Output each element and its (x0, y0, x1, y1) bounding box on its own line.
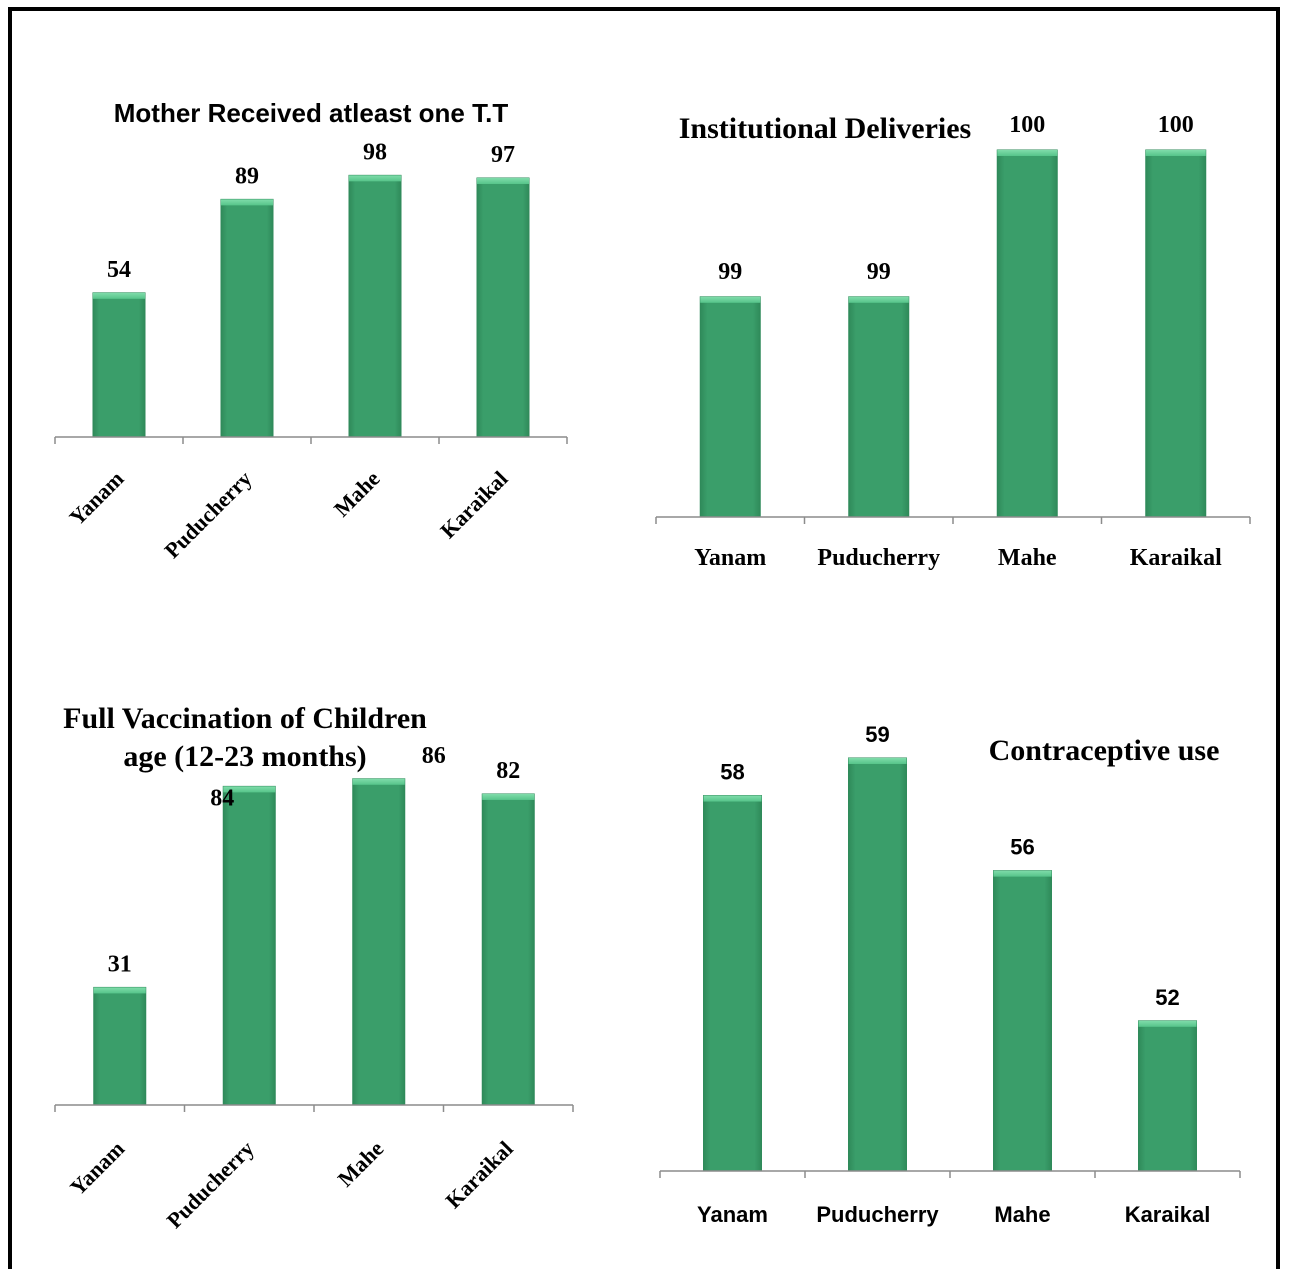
data-label: 59 (865, 722, 889, 747)
data-label: 86 (422, 743, 446, 769)
category-label: Puducherry (817, 545, 940, 571)
bar-mahe (348, 174, 402, 438)
bar-puducherry (848, 296, 910, 518)
data-label: 89 (235, 163, 259, 189)
data-label: 100 (1009, 112, 1045, 138)
category-label: Yanam (697, 1202, 768, 1227)
category-label: Puducherry (159, 466, 256, 563)
chart-3-title: Full Vaccination of Children (63, 702, 427, 735)
bar-puducherry (848, 757, 907, 1172)
bar-karaikal (1145, 149, 1207, 518)
category-label: Yanam (694, 545, 766, 571)
bar-top-highlight (349, 175, 401, 182)
bar-top-highlight (93, 292, 145, 299)
chart-3-title: age (12-23 months) (123, 740, 366, 773)
bar-karaikal (1138, 1020, 1197, 1172)
data-label: 31 (108, 951, 132, 977)
category-label: Puducherry (816, 1202, 939, 1227)
data-label: 82 (496, 758, 520, 784)
figure-frame (8, 7, 1280, 1269)
category-label: Mahe (333, 1136, 389, 1192)
bar-puducherry (220, 198, 274, 438)
bar-mahe (996, 149, 1058, 518)
bar-yanam (699, 296, 761, 518)
bar-top-highlight (1145, 150, 1206, 156)
chart-4-title: Contraceptive use (989, 734, 1220, 767)
bar-yanam (93, 986, 147, 1106)
bar-top-highlight (352, 778, 405, 785)
bar-karaikal (481, 793, 535, 1106)
bar-top-highlight (221, 199, 273, 206)
data-label: 84 (210, 785, 234, 811)
bar-top-highlight (93, 987, 146, 994)
data-label: 99 (867, 259, 891, 285)
bar-top-highlight (700, 296, 761, 303)
bar-top-highlight (477, 178, 529, 185)
bar-top-highlight (997, 150, 1058, 156)
bar-yanam (703, 795, 762, 1172)
category-label: Mahe (994, 1202, 1050, 1227)
bar-top-highlight (848, 296, 909, 303)
data-label: 54 (107, 257, 131, 283)
bar-top-highlight (848, 758, 907, 764)
bar-mahe (993, 870, 1052, 1172)
category-label: Mahe (998, 545, 1057, 571)
category-label: Karaikal (1130, 545, 1222, 571)
bar-yanam (92, 292, 146, 438)
data-label: 52 (1155, 985, 1179, 1010)
bar-top-highlight (1138, 1020, 1197, 1027)
bar-top-highlight (993, 870, 1052, 877)
chart-1-title: Mother Received atleast one T.T (114, 98, 509, 128)
category-label: Karaikal (435, 466, 512, 543)
bar-top-highlight (703, 795, 762, 802)
category-label: Karaikal (1125, 1202, 1211, 1227)
category-label: Puducherry (162, 1136, 259, 1233)
category-label: Mahe (329, 466, 385, 522)
data-label: 58 (720, 760, 744, 785)
data-label: 56 (1010, 835, 1034, 860)
bar-top-highlight (482, 793, 535, 800)
bar-mahe (352, 778, 406, 1106)
bar-karaikal (476, 177, 530, 438)
data-label: 99 (718, 259, 742, 285)
bar-top-highlight (223, 786, 276, 793)
category-label: Yanam (65, 1136, 129, 1200)
data-label: 98 (363, 139, 387, 165)
category-label: Yanam (64, 466, 128, 530)
chart-2-title: Institutional Deliveries (679, 112, 972, 145)
category-label: Karaikal (440, 1136, 517, 1213)
bar-puducherry (222, 785, 276, 1106)
data-label: 97 (491, 142, 515, 168)
data-label: 100 (1158, 112, 1194, 138)
